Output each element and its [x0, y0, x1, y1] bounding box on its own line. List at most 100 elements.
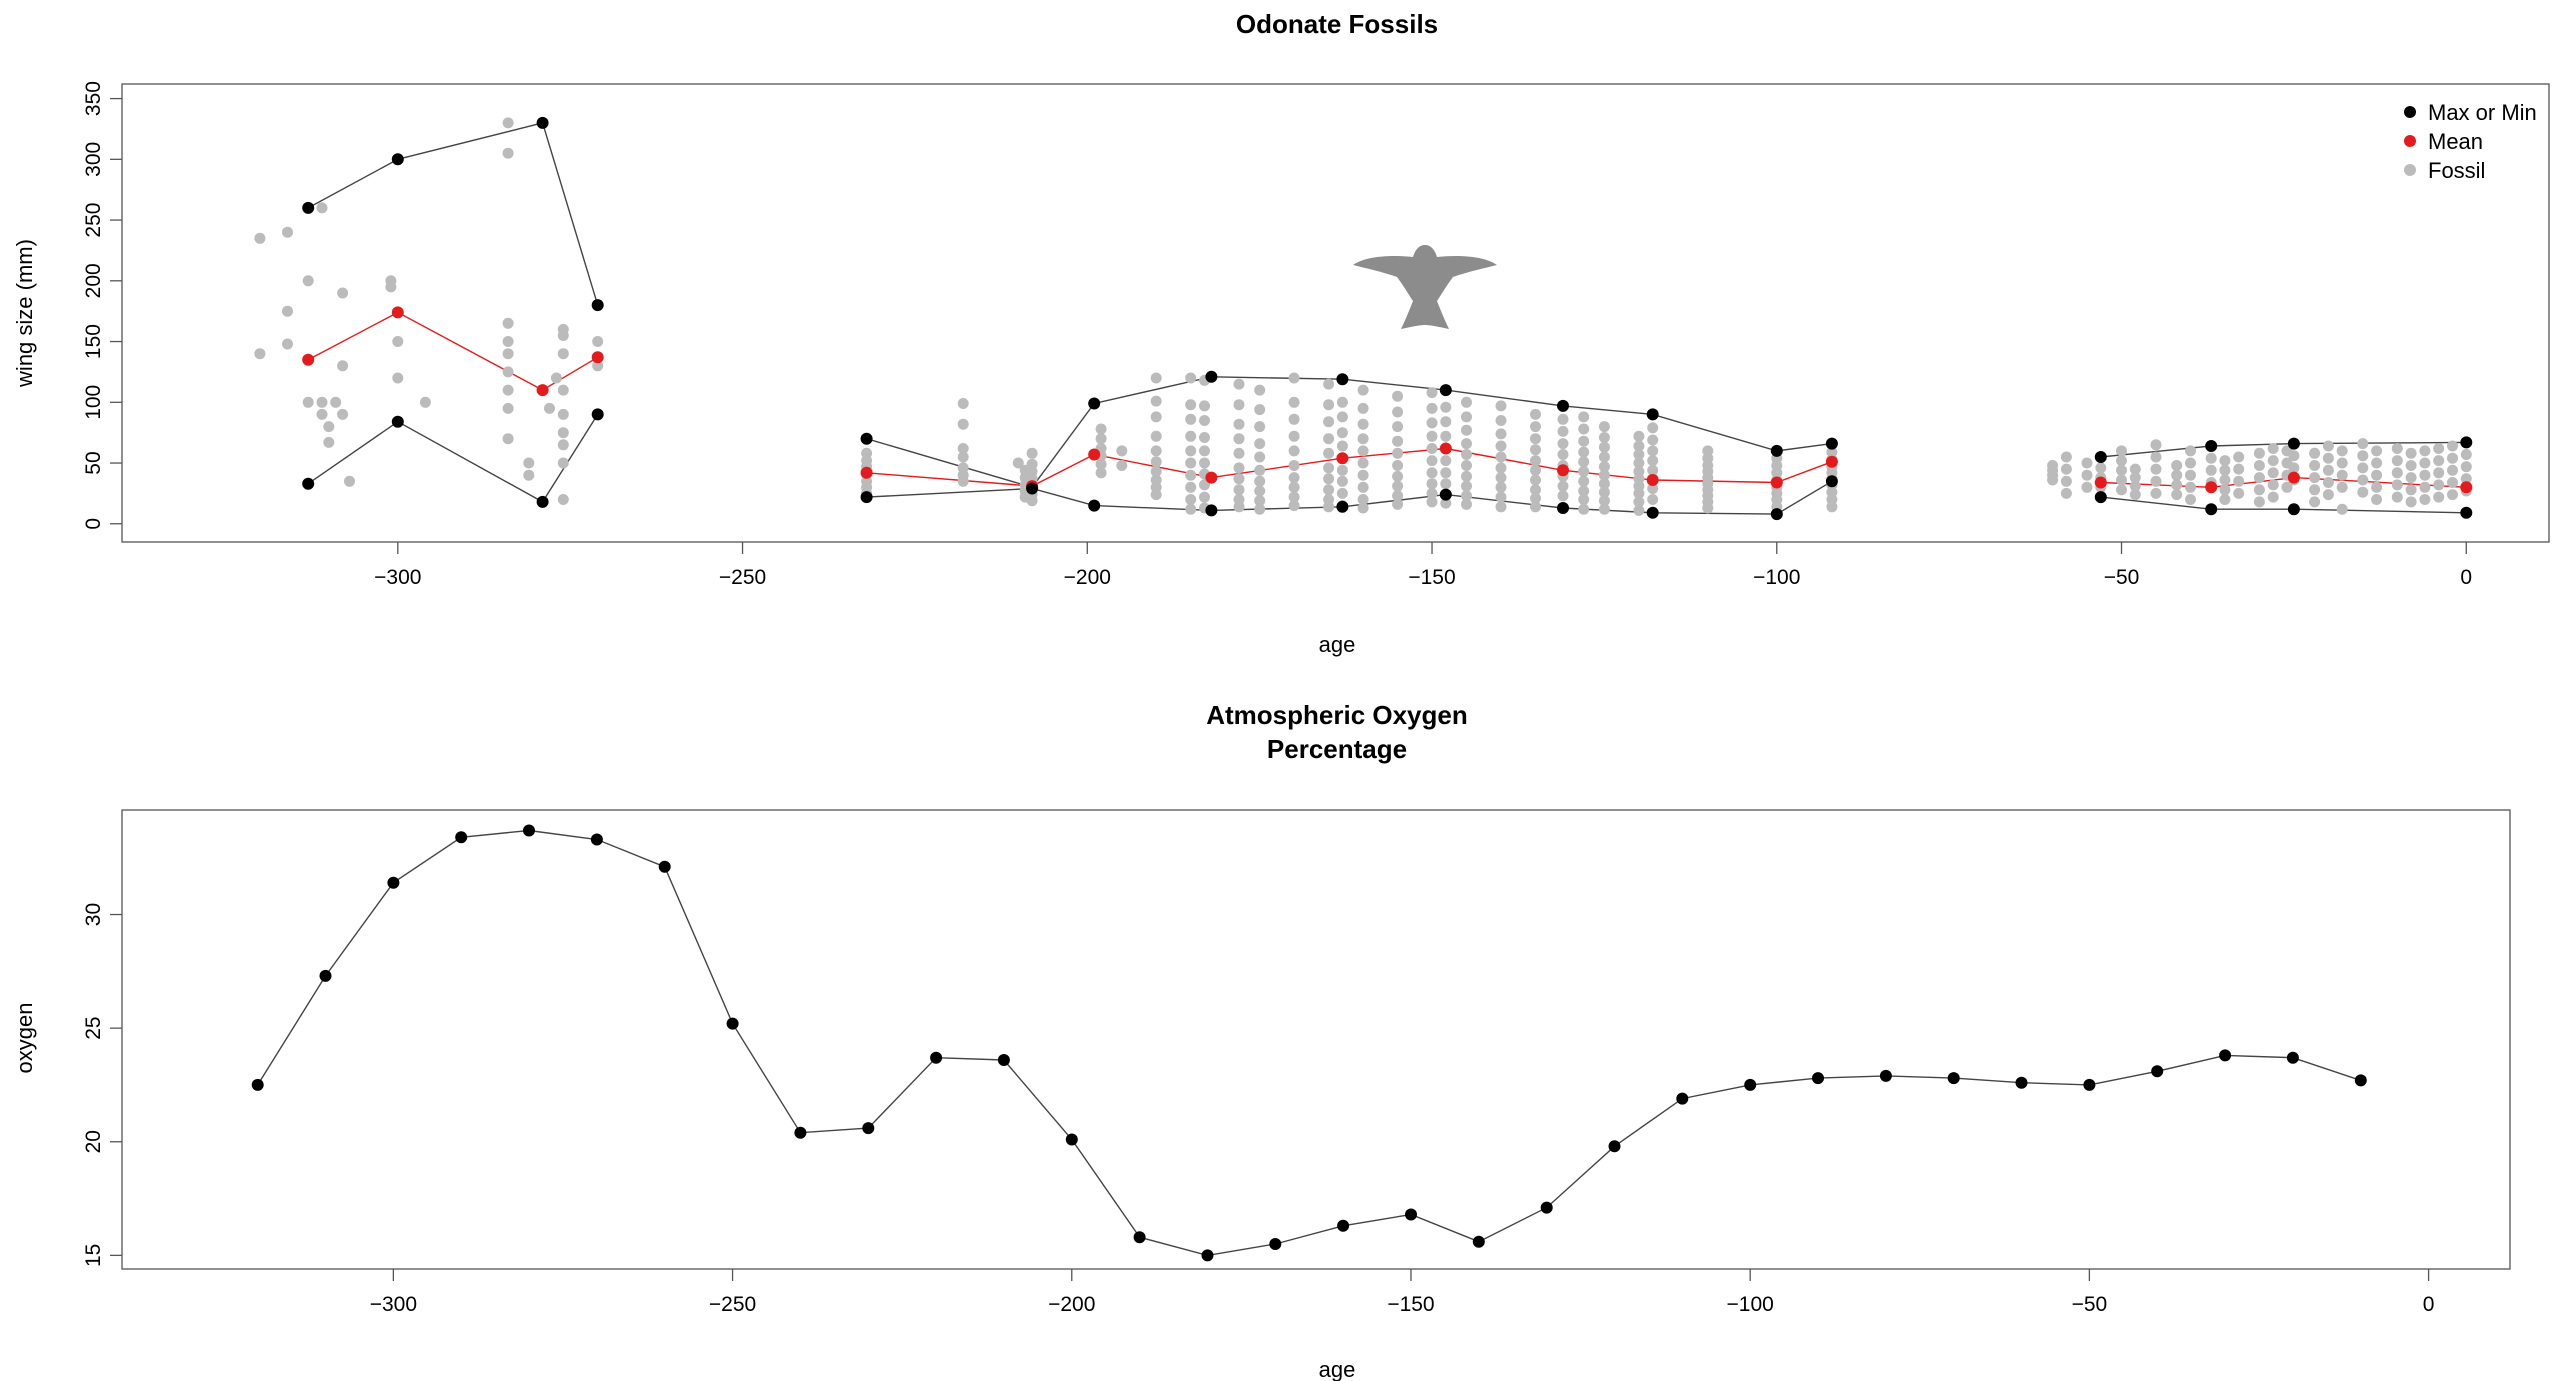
y-tick-label: 25: [82, 1016, 105, 1039]
fossil-point: [1633, 430, 1645, 442]
min-point: [591, 408, 604, 421]
fossil-point: [316, 202, 328, 214]
fossil-point: [1392, 480, 1404, 492]
fossil-point: [2047, 474, 2059, 486]
fossil-point: [2447, 477, 2458, 488]
data-point: [1676, 1092, 1689, 1105]
fossil-point: [1392, 490, 1404, 502]
fossil-point: [1598, 421, 1610, 433]
fossil-point: [316, 408, 328, 420]
fossil-point: [1233, 447, 1245, 459]
fossil-point: [1254, 404, 1266, 416]
fossil-point: [1254, 503, 1266, 515]
fossil-point: [1336, 427, 1348, 439]
fossil-point: [2171, 469, 2183, 481]
fossil-point: [1426, 402, 1438, 414]
fossil-point: [1530, 474, 1541, 486]
series-line: [257, 829, 2362, 1257]
fossil-point: [1495, 491, 1507, 503]
fossil-point: [502, 317, 514, 329]
fossil-point: [2405, 460, 2417, 471]
fossil-point: [2336, 457, 2348, 469]
fossil-point: [1578, 475, 1590, 487]
fossil-point: [1026, 447, 1038, 459]
data-point: [997, 1054, 1010, 1066]
y-tick-label: 30: [82, 903, 105, 926]
fossil-point: [2405, 447, 2417, 459]
fossil-point: [1557, 480, 1569, 492]
x-tick-label: −200: [1048, 1293, 1095, 1316]
x-tick-label: −50: [2072, 1293, 2108, 1316]
data-point: [523, 824, 535, 837]
fossil-point: [1495, 415, 1507, 426]
fossil-point: [385, 275, 397, 287]
fossil-point: [2371, 494, 2383, 505]
fossil-point: [2060, 463, 2072, 475]
fossil-point: [1185, 494, 1197, 505]
max-point: [1336, 373, 1349, 386]
fossil-point: [1440, 497, 1452, 509]
fossil-point: [2433, 491, 2445, 503]
x-tick-label: −250: [709, 1293, 756, 1316]
min-point: [2094, 491, 2107, 504]
fossil-point: [1461, 438, 1472, 450]
fossil-point: [2253, 484, 2265, 496]
fossil-point: [1323, 473, 1335, 485]
fossil-point: [2205, 452, 2217, 464]
fossil-point: [957, 475, 969, 487]
x-axis: −300 −250 −200 −150 −100 −50 0: [374, 542, 2472, 589]
plot-frame: [121, 809, 2511, 1270]
fossil-point: [1150, 456, 1162, 468]
y-tick-label: 300: [82, 142, 105, 177]
fossil-point: [1647, 464, 1659, 476]
fossil-point: [1336, 396, 1348, 408]
fossil-point: [1185, 481, 1197, 493]
mean-line: [307, 311, 599, 391]
fossil-point: [2371, 457, 2383, 469]
min-point: [1646, 506, 1659, 519]
fossil-point: [502, 117, 514, 129]
max-point: [591, 299, 604, 312]
mean-point: [2287, 471, 2300, 484]
fossil-point: [2233, 463, 2245, 475]
fossil-point: [1199, 491, 1210, 503]
x-tick-label: −150: [1387, 1293, 1434, 1316]
fossil-point: [1557, 413, 1569, 425]
mean-point: [2460, 481, 2473, 494]
fossil-point: [1199, 432, 1210, 443]
fossil-point: [1288, 500, 1300, 512]
fossil-point: [1598, 486, 1610, 498]
mean-point: [1557, 464, 1569, 477]
series-points: [251, 824, 2367, 1262]
fossil-point: [1185, 413, 1197, 425]
fossil-point: [1495, 428, 1507, 440]
fossil-point: [1426, 496, 1438, 508]
fossil-point: [1440, 478, 1452, 490]
series-lines: [307, 122, 2467, 515]
fossil-point: [2253, 472, 2265, 484]
fossil-point: [1530, 408, 1541, 420]
y-tick-label: 15: [82, 1244, 105, 1267]
fossil-point: [1440, 401, 1452, 413]
x-axis-label: age: [1319, 1357, 1356, 1381]
fossil-point: [2447, 440, 2458, 452]
x-tick-label: 0: [2423, 1293, 2435, 1316]
fossil-point: [557, 348, 569, 360]
fossil-point: [1426, 417, 1438, 429]
data-point: [387, 876, 400, 889]
fossil-point: [2322, 489, 2334, 501]
fossil-point: [1426, 443, 1438, 454]
fossil-point: [392, 372, 404, 384]
fossil-point: [957, 418, 969, 430]
data-point: [862, 1122, 875, 1135]
fossil-point: [2281, 481, 2293, 493]
fossil-point: [2081, 481, 2093, 493]
fossil-point: [1254, 464, 1266, 476]
fossil-point: [2460, 449, 2472, 460]
mean-point: [2094, 476, 2107, 489]
fossil-point: [2357, 438, 2369, 450]
y-axis: 0 50 100 150 200 250 300 350: [82, 81, 122, 530]
mean-point: [1205, 471, 1218, 484]
min-point: [860, 491, 873, 504]
fossil-point: [1199, 445, 1210, 457]
